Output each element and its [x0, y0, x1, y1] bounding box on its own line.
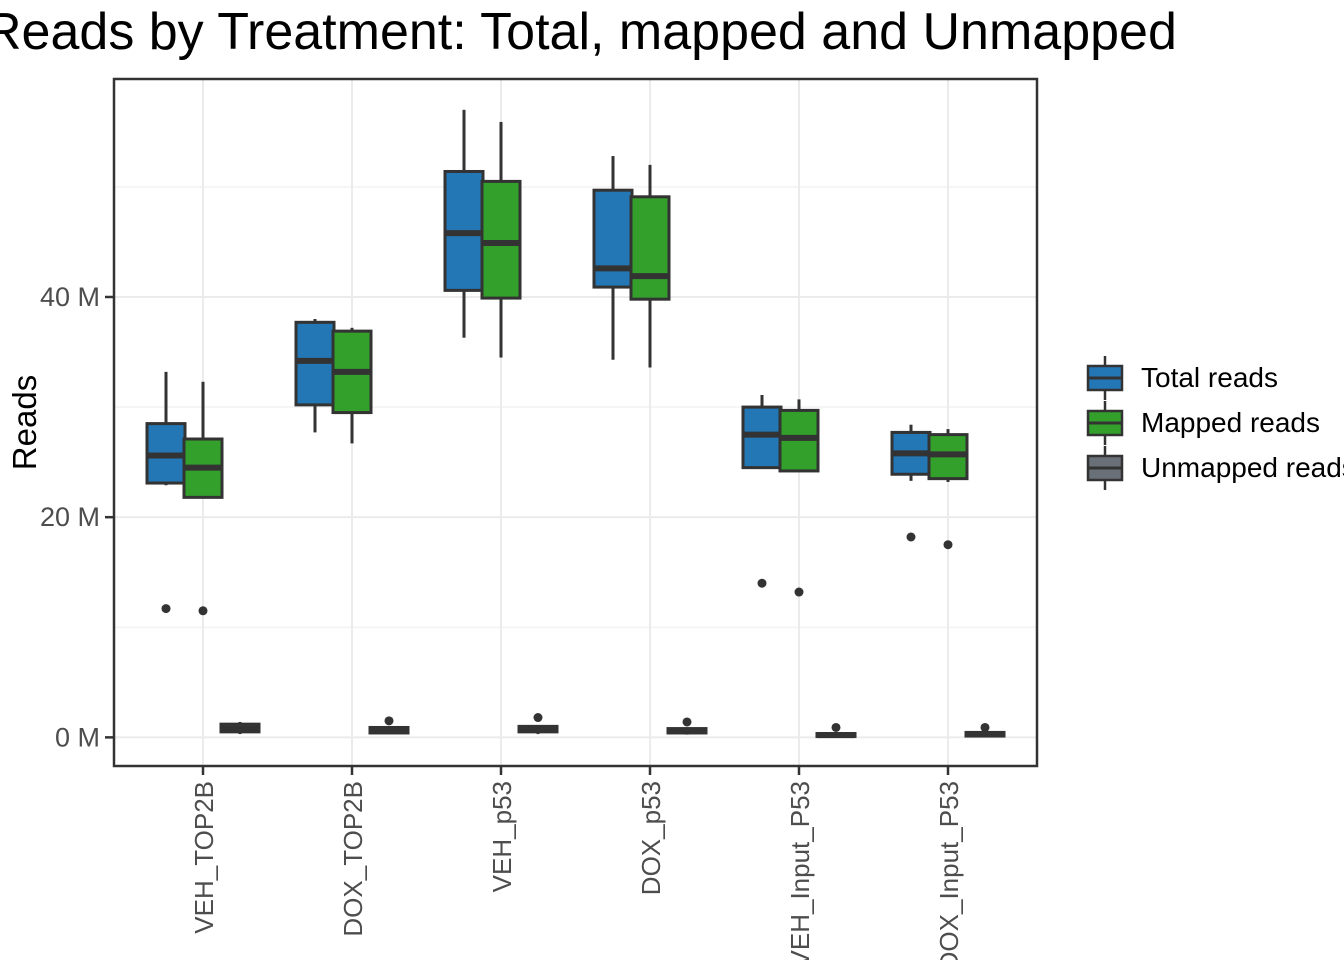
y-axis-title: Reads — [6, 375, 43, 470]
x-tick-label: VEH_Input_P53 — [785, 781, 815, 960]
legend-item-label: Unmapped reads — [1141, 452, 1344, 483]
outlier-point — [943, 540, 953, 550]
y-tick-label: 0 M — [55, 722, 100, 752]
legend-item-label: Mapped reads — [1141, 407, 1321, 438]
outlier-point — [533, 713, 543, 723]
boxplot-key-icon — [1086, 356, 1124, 400]
outlier-point — [831, 722, 841, 732]
outlier-point — [757, 578, 767, 588]
boxplot-key-icon — [1086, 446, 1124, 490]
x-tick-label: DOX_TOP2B — [338, 781, 368, 937]
panel-background — [114, 79, 1037, 766]
outlier-point — [682, 717, 692, 727]
panel-border — [112, 77, 1039, 768]
box-iqr — [629, 195, 671, 301]
legend-item: Total reads — [1085, 356, 1344, 400]
x-tick-label: DOX_Input_P53 — [934, 781, 964, 960]
box-iqr — [480, 179, 522, 300]
x-tick-label: VEH_p53 — [487, 781, 517, 892]
x-tick-label: DOX_p53 — [636, 781, 666, 895]
legend-item: Unmapped reads — [1085, 446, 1344, 490]
legend-item-label: Total reads — [1141, 362, 1278, 393]
boxplot-key-icon — [1086, 401, 1124, 445]
x-tick-label: VEH_TOP2B — [189, 781, 219, 934]
y-tick-label: 40 M — [40, 282, 100, 312]
legend: Total reads Mapped reads Unmapped reads — [1085, 356, 1344, 490]
outlier-point — [906, 532, 916, 542]
legend-item: Mapped reads — [1085, 401, 1344, 445]
outlier-point — [794, 587, 804, 597]
outlier-point — [198, 606, 208, 616]
chart-title: Reads by Treatment: Total, mapped and Un… — [0, 3, 1177, 61]
y-tick-label: 20 M — [40, 502, 100, 532]
box-iqr — [592, 188, 634, 289]
outlier-point — [161, 604, 171, 614]
outlier-point — [384, 716, 394, 726]
outlier-point — [980, 722, 990, 732]
